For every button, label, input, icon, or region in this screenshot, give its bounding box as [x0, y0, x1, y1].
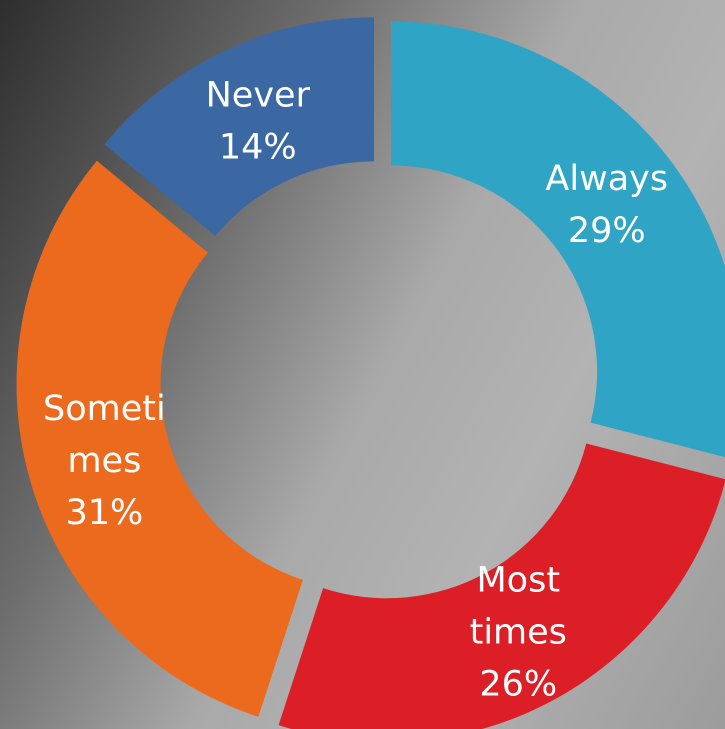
- label-line: 29%: [568, 211, 646, 251]
- label-line: 14%: [219, 127, 297, 167]
- slice-never: [104, 17, 375, 237]
- label-line: 31%: [65, 493, 143, 533]
- label-most-times: Most times 26%: [470, 561, 567, 705]
- label-always: Always 29%: [545, 159, 668, 251]
- label-line: mes: [67, 441, 141, 481]
- label-line: times: [470, 613, 567, 653]
- label-line: 26%: [479, 665, 557, 705]
- label-line: Always: [545, 159, 668, 199]
- donut-labels: Always 29% Most times 26% Someti mes 31% Never 14…: [43, 75, 668, 704]
- slice-always: [391, 21, 725, 458]
- label-sometimes: Someti mes 31%: [43, 389, 166, 533]
- donut-slices: [16, 17, 725, 729]
- slice-most-times: [278, 443, 725, 729]
- label-never: Never 14%: [206, 75, 311, 167]
- label-line: Most: [476, 561, 560, 601]
- label-line: Someti: [43, 389, 166, 429]
- label-line: Never: [206, 75, 311, 115]
- slice-sometimes: [16, 160, 303, 717]
